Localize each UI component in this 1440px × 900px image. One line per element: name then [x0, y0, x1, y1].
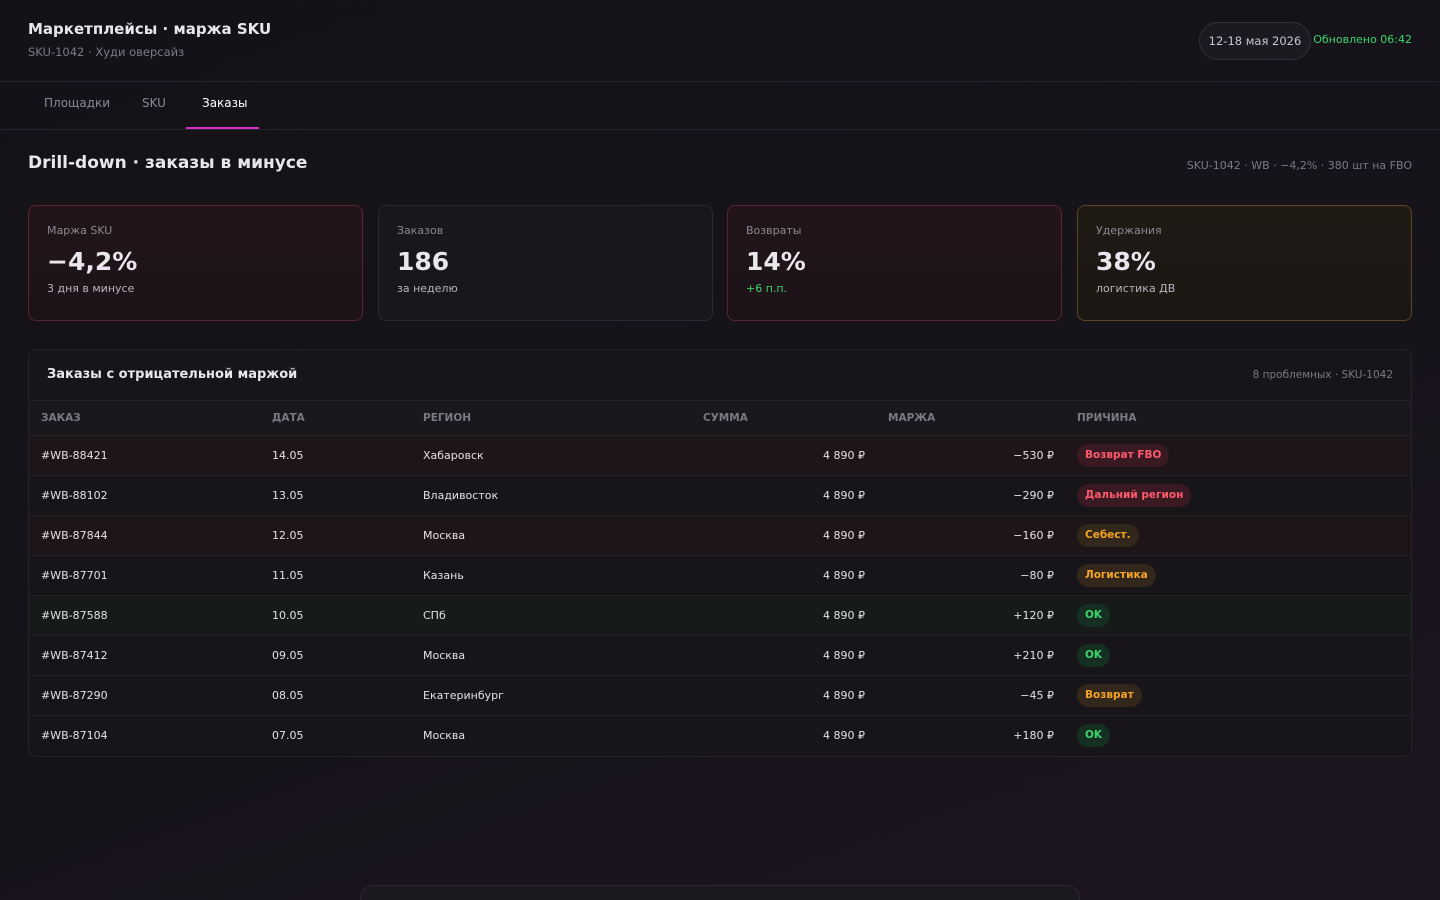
kpi-label: Заказов: [397, 224, 444, 237]
amount: 4 890 ₽: [823, 649, 865, 662]
table-row[interactable]: #WB-88421 14.05 Хабаровск 4 890 ₽ −530 ₽ Возв…: [29, 436, 1411, 476]
reason-badge: OK: [1077, 604, 1111, 627]
order-date: 09.05: [272, 649, 304, 662]
margin: −45 ₽: [1020, 689, 1054, 702]
updated-status: Обновлено 06:42: [1313, 33, 1412, 46]
amount: 4 890 ₽: [823, 689, 865, 702]
order-date: 14.05: [272, 449, 304, 462]
order-id: #WB-87701: [41, 569, 108, 582]
region: СПб: [423, 609, 446, 622]
column-header: МАРЖА: [888, 412, 936, 424]
reason-badge: Дальний регион: [1077, 484, 1192, 507]
column-headers: ЗАКАЗ ДАТА РЕГИОН СУММА МАРЖА ПРИЧИНА: [29, 401, 1411, 436]
table-meta: 8 проблемных · SKU-1042: [1252, 369, 1393, 381]
order-date: 11.05: [272, 569, 304, 582]
column-header: СУММА: [703, 412, 748, 424]
kpi-note: +6 п.п.: [746, 282, 788, 295]
kpi-label: Возвраты: [746, 224, 802, 237]
order-id: #WB-87588: [41, 609, 108, 622]
kpi-value: −4,2%: [47, 247, 138, 276]
reason-badge: Себест.: [1077, 524, 1139, 547]
order-date: 07.05: [272, 729, 304, 742]
margin: −290 ₽: [1013, 489, 1054, 502]
kpi-card: Возвраты 14% +6 п.п.: [727, 205, 1062, 321]
kpi-value: 186: [397, 247, 450, 276]
column-header: ДАТА: [272, 412, 305, 424]
order-date: 12.05: [272, 529, 304, 542]
order-date: 08.05: [272, 689, 304, 702]
reason-badge: Возврат FBO: [1077, 444, 1170, 467]
tab-active[interactable]: Заказы: [202, 96, 248, 110]
reason-badge: Логистика: [1077, 564, 1156, 587]
order-id: #WB-88102: [41, 489, 108, 502]
reason-badge: OK: [1077, 724, 1111, 747]
kpi-label: Маржа SKU: [47, 224, 113, 237]
amount: 4 890 ₽: [823, 489, 865, 502]
table-row[interactable]: #WB-87290 08.05 Екатеринбург 4 890 ₽ −45 ₽ Во…: [29, 676, 1411, 716]
kpi-card: Маржа SKU −4,2% 3 дня в минусе: [28, 205, 363, 321]
divider: [0, 81, 1440, 82]
region: Екатеринбург: [423, 689, 504, 702]
column-header: РЕГИОН: [423, 412, 472, 424]
divider: [0, 129, 1440, 130]
table-row[interactable]: #WB-87844 12.05 Москва 4 890 ₽ −160 ₽ Себест.: [29, 516, 1411, 556]
column-header: ЗАКАЗ: [41, 412, 81, 424]
amount: 4 890 ₽: [823, 529, 865, 542]
bottom-dock: [360, 885, 1080, 900]
order-id: #WB-87412: [41, 649, 108, 662]
column-header: ПРИЧИНА: [1077, 412, 1137, 424]
table-row[interactable]: #WB-87701 11.05 Казань 4 890 ₽ −80 ₽ Логистик…: [29, 556, 1411, 596]
table-row[interactable]: #WB-88102 13.05 Владивосток 4 890 ₽ −290 ₽ Да…: [29, 476, 1411, 516]
kpi-card: Заказов 186 за неделю: [378, 205, 713, 321]
orders-table: Заказы с отрицательной маржой 8 проблемн…: [28, 349, 1412, 757]
date-range[interactable]: 12-18 мая 2026: [1199, 22, 1311, 60]
margin: +210 ₽: [1013, 649, 1054, 662]
order-id: #WB-88421: [41, 449, 108, 462]
kpi-value: 38%: [1096, 247, 1156, 276]
margin: −530 ₽: [1013, 449, 1054, 462]
section-title: Drill-down · заказы в минусе: [28, 153, 308, 173]
table-row[interactable]: #WB-87412 09.05 Москва 4 890 ₽ +210 ₽ OK: [29, 636, 1411, 676]
table-row[interactable]: #WB-87104 07.05 Москва 4 890 ₽ +180 ₽ OK: [29, 716, 1411, 756]
table-header: Заказы с отрицательной маржой 8 проблемн…: [29, 350, 1411, 401]
order-id: #WB-87290: [41, 689, 108, 702]
order-date: 10.05: [272, 609, 304, 622]
order-id: #WB-87844: [41, 529, 108, 542]
margin: −160 ₽: [1013, 529, 1054, 542]
reason-badge: OK: [1077, 644, 1111, 667]
kpi-note: за неделю: [397, 282, 458, 295]
tab[interactable]: Площадки: [44, 96, 111, 110]
amount: 4 890 ₽: [823, 449, 865, 462]
margin: −80 ₽: [1020, 569, 1054, 582]
section-meta: SKU-1042 · WB · −4,2% · 380 шт на FBO: [1186, 159, 1412, 172]
reason-badge: Возврат: [1077, 684, 1142, 707]
kpi-label: Удержания: [1096, 224, 1162, 237]
amount: 4 890 ₽: [823, 729, 865, 742]
region: Владивосток: [423, 489, 499, 502]
order-id: #WB-87104: [41, 729, 108, 742]
tab-underline: [186, 127, 259, 129]
app-title: Маркетплейсы · маржа SKU: [28, 20, 272, 38]
region: Москва: [423, 729, 466, 742]
region: Москва: [423, 529, 466, 542]
order-date: 13.05: [272, 489, 304, 502]
region: Москва: [423, 649, 466, 662]
table-title: Заказы с отрицательной маржой: [47, 367, 298, 382]
kpi-value: 14%: [746, 247, 806, 276]
amount: 4 890 ₽: [823, 569, 865, 582]
region: Казань: [423, 569, 464, 582]
tab[interactable]: SKU: [142, 96, 166, 110]
kpi-note: логистика ДВ: [1096, 282, 1176, 295]
margin: +120 ₽: [1013, 609, 1054, 622]
table-row[interactable]: #WB-87588 10.05 СПб 4 890 ₽ +120 ₽ OK: [29, 596, 1411, 636]
kpi-card: Удержания 38% логистика ДВ: [1077, 205, 1412, 321]
app-subtitle: SKU-1042 · Худи оверсайз: [28, 45, 185, 59]
margin: +180 ₽: [1013, 729, 1054, 742]
kpi-note: 3 дня в минусе: [47, 282, 135, 295]
region: Хабаровск: [423, 449, 484, 462]
table-body: #WB-88421 14.05 Хабаровск 4 890 ₽ −530 ₽ Возв…: [29, 436, 1411, 756]
amount: 4 890 ₽: [823, 609, 865, 622]
